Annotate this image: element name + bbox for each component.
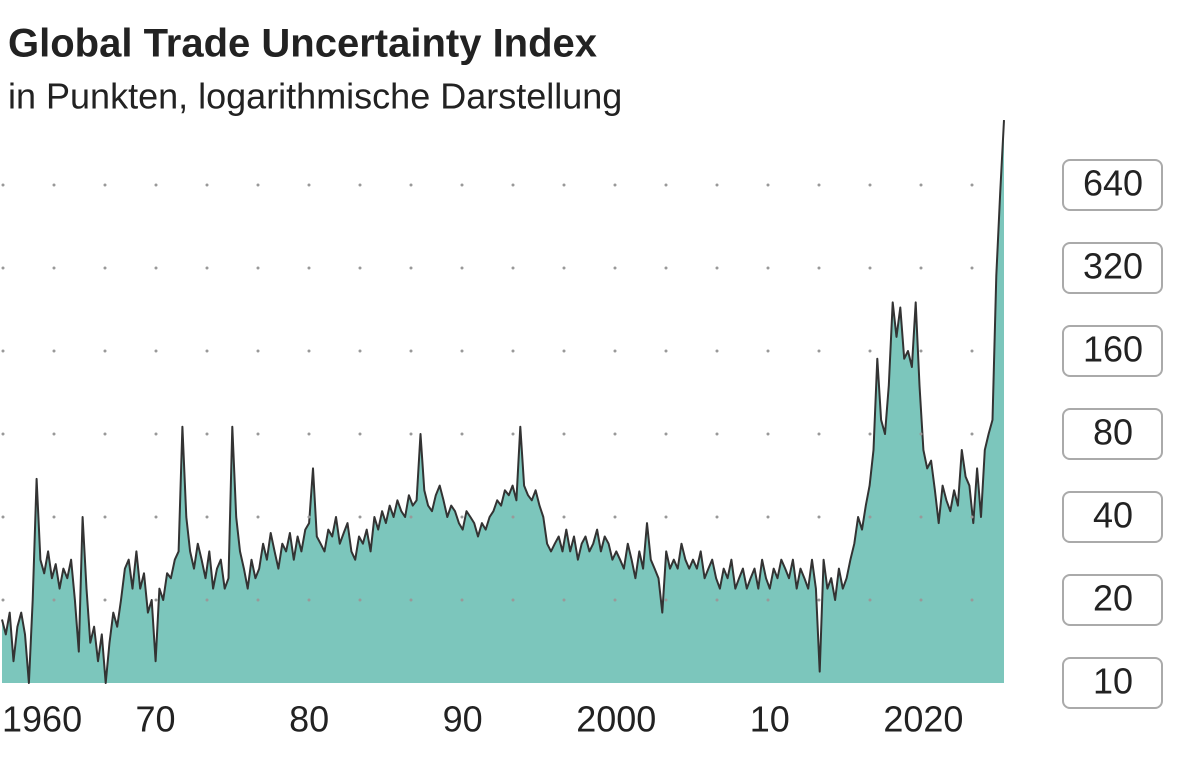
chart-subtitle: in Punkten, logarithmische Darstellung <box>8 76 622 117</box>
x-tick-label: 2020 <box>883 699 963 740</box>
chart-title: Global Trade Uncertainty Index <box>8 22 597 66</box>
y-tick-box <box>1062 574 1163 626</box>
y-tick-label: 320 <box>1083 246 1143 287</box>
y-tick-box <box>1062 325 1163 377</box>
x-tick-label: 70 <box>136 699 176 740</box>
y-tick-box <box>1062 408 1163 460</box>
y-tick-box <box>1062 491 1163 543</box>
y-tick-label: 20 <box>1093 578 1133 619</box>
y-tick-label: 80 <box>1093 412 1133 453</box>
y-tick-label: 160 <box>1083 329 1143 370</box>
area <box>2 120 1004 684</box>
x-tick-label: 2000 <box>576 699 656 740</box>
line <box>1 120 1005 684</box>
y-tick-box <box>1062 242 1163 294</box>
x-tick-label: 10 <box>750 699 790 740</box>
y-tick-box <box>1062 159 1163 211</box>
x-tick-label: 1960 <box>2 699 82 740</box>
x-tick-label: 90 <box>443 699 483 740</box>
y-tick-label: 10 <box>1093 661 1133 702</box>
x-tick-label: 80 <box>289 699 329 740</box>
y-tick-label: 40 <box>1093 495 1133 536</box>
y-tick-box <box>1062 657 1163 709</box>
y-tick-label: 640 <box>1083 163 1143 204</box>
